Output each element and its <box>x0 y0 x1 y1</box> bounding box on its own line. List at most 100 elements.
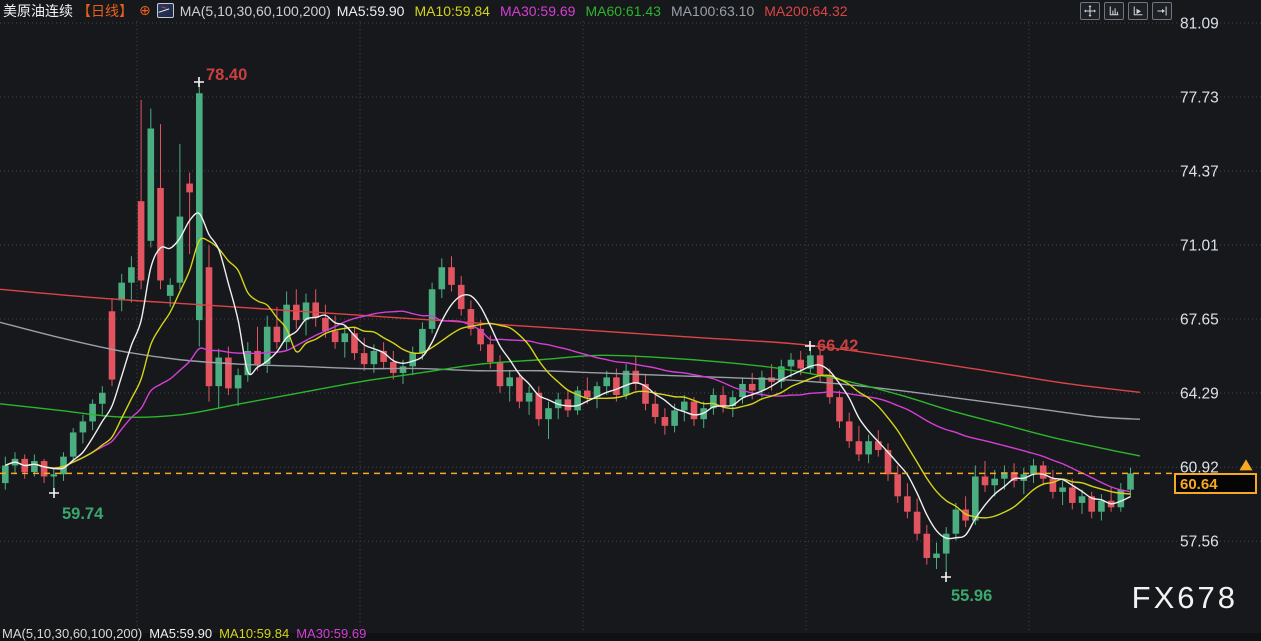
axis-tick-label: 74.37 <box>1180 163 1219 180</box>
candle-body <box>166 284 174 296</box>
candle-body <box>293 304 300 321</box>
candle-body <box>448 267 455 285</box>
candle-body <box>564 399 572 411</box>
candle-body <box>1078 496 1086 503</box>
candle-body <box>1010 472 1018 481</box>
candle-body <box>545 408 552 420</box>
extreme-cross-marker <box>941 572 951 582</box>
candle-body <box>225 357 232 389</box>
candle-body <box>535 392 543 420</box>
legend-ma-item: MA30:59.69 <box>499 2 576 19</box>
candle-body <box>962 509 969 521</box>
candle-body <box>729 397 737 406</box>
candle-body <box>50 474 58 477</box>
candle-body <box>758 377 766 391</box>
lower-legend-item: MA5:59.90 <box>149 626 213 641</box>
axis-tick-label: 60.92 <box>1180 460 1219 477</box>
legend-ma-item: MA60:61.43 <box>585 2 661 19</box>
candle-body <box>622 370 630 395</box>
axis-tick-label: 77.73 <box>1180 89 1219 106</box>
candle-body <box>176 216 184 283</box>
candle-body <box>855 441 863 455</box>
ma-line-ma200 <box>0 288 1141 394</box>
pan-crosshair-icon[interactable] <box>1080 2 1100 20</box>
candle-body <box>1001 472 1008 479</box>
candle-body <box>661 417 669 426</box>
candle-body <box>428 289 436 329</box>
mini-chart-icon[interactable] <box>156 3 174 18</box>
candle-body <box>632 370 640 384</box>
candle-body <box>933 553 940 558</box>
axis-tick-label: 81.09 <box>1180 16 1219 33</box>
price-annotation: 78.40 <box>206 66 247 84</box>
candle-body <box>99 392 106 404</box>
candle-body <box>380 350 387 362</box>
price-annotation: 59.74 <box>62 505 104 523</box>
lower-legend-item: MA10:59.84 <box>219 626 290 641</box>
candle-body <box>1117 489 1125 508</box>
candle-body <box>89 403 96 422</box>
candle-body <box>787 359 795 367</box>
candle-body <box>215 357 222 387</box>
candle-body <box>952 509 960 534</box>
candle-body <box>826 375 834 398</box>
candle-body <box>79 421 87 433</box>
candle-body <box>147 128 155 241</box>
candle-body <box>690 401 698 420</box>
legend-ma-item: MA100:63.10 <box>670 2 755 19</box>
extreme-cross-marker <box>194 77 204 87</box>
candle-body <box>2 465 9 484</box>
candle-body <box>1088 496 1095 512</box>
legend-ma-item: MA10:59.84 <box>414 2 490 19</box>
candle-body <box>904 496 911 512</box>
candle-body <box>651 403 659 418</box>
shift-right-icon[interactable] <box>1152 2 1172 20</box>
candle-body <box>157 187 164 281</box>
candle-body <box>205 267 213 387</box>
candle-body <box>1030 465 1037 475</box>
candle-body <box>865 441 872 455</box>
price-axis[interactable]: 81.09 77.73 74.37 71.01 67.65 64.29 60.92 57.56 <box>1180 16 1219 551</box>
ma-legend-values: MA5:59.90 MA10:59.84 MA30:59.69 MA60:61.43 M… <box>337 3 858 19</box>
candle-body <box>894 474 901 497</box>
candle-body <box>719 394 727 406</box>
right-scale-play-icon[interactable] <box>1128 2 1148 20</box>
candle-body <box>31 461 38 473</box>
candle-body <box>254 350 261 365</box>
symbol-name: 美原油连续 <box>3 2 73 19</box>
price-annotation: 55.96 <box>951 587 992 605</box>
add-indicator-icon[interactable]: ⊕ <box>139 2 151 18</box>
candle-body <box>399 366 407 373</box>
ma-group-label: MA(5,10,30,60,100,200) <box>179 2 331 19</box>
candle-body <box>923 533 931 558</box>
candle-body <box>322 317 329 332</box>
candle-body <box>681 401 688 411</box>
axis-tick-label: 71.01 <box>1180 237 1219 254</box>
candle-body <box>186 183 193 193</box>
candle-body <box>642 383 649 404</box>
ma-line-ma30 <box>5 310 1131 493</box>
candle-body <box>1049 478 1057 492</box>
chart-header: 美原油连续 【日线】 ⊕ MA(5,10,30,60,100,200) MA5:… <box>0 0 1261 21</box>
candle-body <box>836 397 843 422</box>
candle-body <box>991 478 998 486</box>
candle-body <box>603 377 610 387</box>
candle-body <box>244 350 252 376</box>
candle-body <box>797 359 804 369</box>
candle-body <box>234 375 242 389</box>
left-scale-icon[interactable] <box>1104 2 1124 20</box>
extreme-cross-marker <box>805 341 815 351</box>
candle-body <box>593 386 601 398</box>
candle-body <box>137 201 145 281</box>
timeframe-label[interactable]: 【日线】 <box>77 2 133 19</box>
candle-body <box>496 361 504 387</box>
candle-body <box>1039 465 1047 479</box>
extreme-cross-marker <box>49 488 59 498</box>
candle-body <box>913 511 921 534</box>
candle-body <box>845 421 853 442</box>
candle-body <box>884 450 892 475</box>
candle-body <box>40 461 48 477</box>
candle-body <box>370 350 378 365</box>
